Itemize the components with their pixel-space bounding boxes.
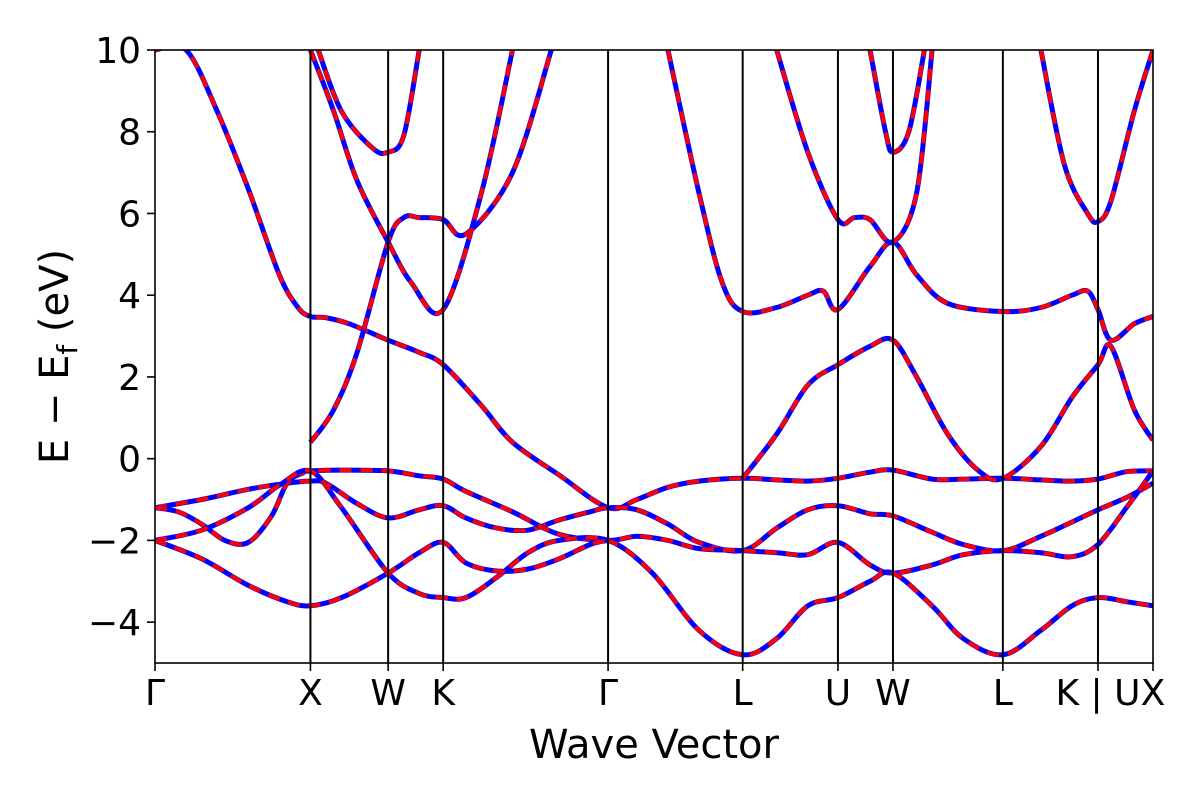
plot-frame bbox=[154, 49, 1154, 664]
band-line-6-dashed bbox=[308, 50, 515, 316]
x-tick-label-4: Γ bbox=[598, 673, 618, 714]
x-axis-title: Wave Vector bbox=[529, 722, 780, 768]
x-tick-label-5: L bbox=[733, 673, 753, 714]
x-tick-label-1: X bbox=[298, 673, 323, 714]
band-line-9-dashed bbox=[774, 50, 935, 245]
y-axis-title: E − Ef (eV) bbox=[32, 249, 84, 464]
band-line-8-dashed bbox=[665, 50, 1153, 343]
band-line-8-solid bbox=[665, 50, 1153, 343]
x-tick-label-3: K bbox=[431, 673, 456, 714]
y-tick-label-2: 0 bbox=[118, 440, 141, 481]
y-tick-label-6: 8 bbox=[118, 113, 141, 154]
y-tick-label-0: −4 bbox=[88, 603, 141, 644]
bands-layer bbox=[155, 50, 1153, 658]
x-tick-label-0: Γ bbox=[145, 673, 165, 714]
x-tick-label-6: U bbox=[825, 673, 851, 714]
y-axis-title-main: E − E bbox=[32, 355, 78, 465]
band-line-3-dashed bbox=[155, 468, 1153, 657]
y-tick-label-7: 10 bbox=[95, 31, 141, 72]
x-tick-label-2: W bbox=[370, 673, 406, 714]
band-line-12-dashed bbox=[1038, 50, 1153, 225]
y-axis-title-sub: f bbox=[51, 344, 84, 355]
band-line-7-dashed bbox=[316, 50, 422, 156]
band-line-2-dashed bbox=[155, 468, 1153, 576]
y-tick-label-3: 2 bbox=[118, 358, 141, 399]
y-tick-label-4: 4 bbox=[118, 276, 141, 317]
high-symmetry-lines bbox=[309, 50, 1099, 663]
x-tick-label-9: K | U bbox=[1055, 673, 1140, 714]
y-tick-label-1: −2 bbox=[88, 521, 141, 562]
x-tick-label-10: X bbox=[1141, 673, 1166, 714]
y-axis-title-unit: (eV) bbox=[32, 249, 78, 345]
band-line-11-dashed bbox=[741, 336, 1153, 482]
y-axis: −4 −2 0 2 4 6 8 10 bbox=[88, 31, 155, 644]
x-tick-label-7: W bbox=[875, 673, 911, 714]
band-line-4-solid bbox=[155, 537, 609, 609]
band-line-11-solid bbox=[740, 335, 1153, 483]
band-line-9-solid bbox=[774, 50, 935, 246]
band-line-5-dashed bbox=[308, 50, 554, 444]
y-tick-label-5: 6 bbox=[118, 194, 141, 235]
x-tick-label-8: L bbox=[993, 673, 1013, 714]
